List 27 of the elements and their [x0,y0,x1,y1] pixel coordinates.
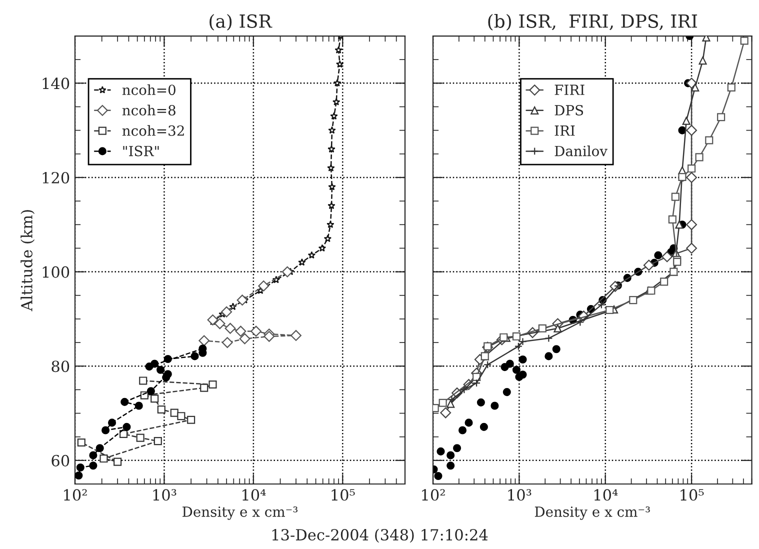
y-tick-label: 120 [42,172,70,184]
legend-label: ncoh=8 [122,104,176,116]
y-axis-title: Altitude (km) [20,210,35,312]
chart-title: (a) ISR [210,14,272,30]
x-tick-label: 10⁴ [242,489,266,501]
y-tick-label: 100 [42,266,70,278]
legend-label: IRI [554,126,575,136]
chart-title: (b) ISR, FIRI, DPS, IRI [488,14,698,30]
text: 13-Dec-2004 (348) 17:10:24 [272,528,488,543]
legend-label: DPS [554,104,584,116]
x-tick-label: 10³ [153,489,176,501]
legend-label: ncoh=0 [122,84,176,96]
legend-label: Danilov [554,146,608,156]
x-tick-label: 10⁵ [332,489,355,501]
x-tick-label: 10² [64,489,87,501]
y-tick-label: 140 [42,78,70,90]
x-tick-label: 10² [422,489,445,501]
legend-label: FIRI [554,84,584,95]
x-tick-label: 10³ [508,489,532,501]
x-axis-title: Density e x cm⁻³ [182,506,298,520]
x-tick-label: 10⁵ [680,489,704,501]
legend-label: ncoh=32 [122,125,184,136]
legend-label: "ISR" [123,146,159,156]
y-tick-label: 80 [52,360,70,372]
x-axis-title: Density e x cm⁻³ [534,506,650,520]
x-tick-label: 10⁴ [594,489,618,501]
y-tick-label: 60 [52,454,70,466]
